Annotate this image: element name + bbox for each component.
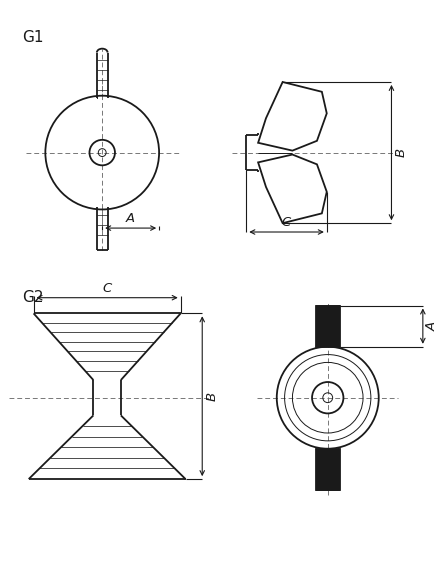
- Text: B: B: [205, 392, 218, 401]
- Text: C: C: [102, 282, 112, 295]
- Text: C: C: [282, 216, 291, 229]
- Text: G1: G1: [22, 30, 43, 45]
- Text: A: A: [126, 212, 135, 225]
- Text: G2: G2: [22, 290, 43, 305]
- Text: B: B: [394, 148, 408, 157]
- Bar: [316, 449, 340, 490]
- Bar: [316, 306, 340, 347]
- Text: A: A: [426, 321, 439, 331]
